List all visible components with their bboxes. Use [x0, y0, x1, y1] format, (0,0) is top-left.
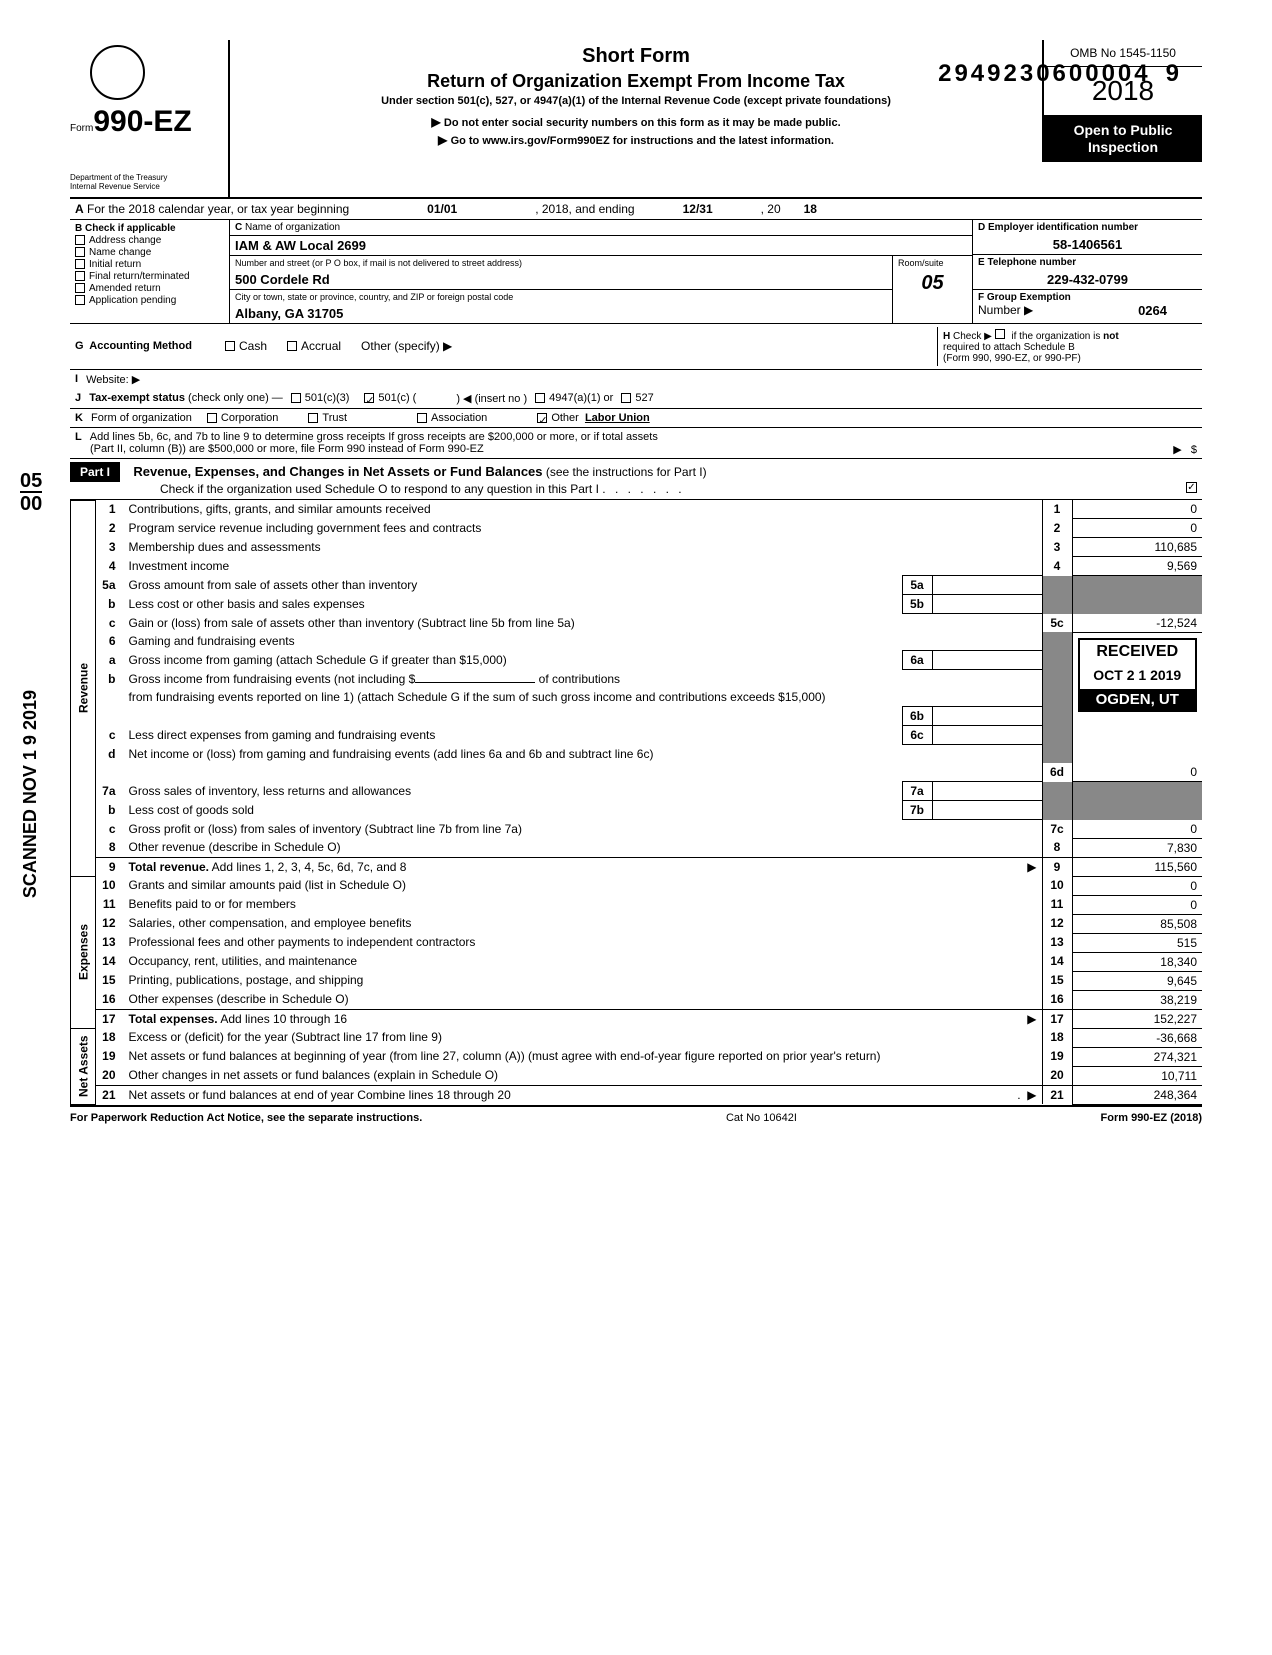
room-suite: 05	[893, 270, 972, 297]
line-a: A For the 2018 calendar year, or tax yea…	[70, 199, 1202, 220]
line8-amt: 7,830	[1072, 838, 1202, 857]
netassets-label: Net Assets	[71, 1028, 96, 1104]
line20-amt: 10,711	[1072, 1066, 1202, 1085]
line3-amt: 110,685	[1072, 538, 1202, 557]
city-address: Albany, GA 31705	[230, 304, 892, 323]
footer: For Paperwork Reduction Act Notice, see …	[70, 1105, 1202, 1124]
initials-circle	[90, 45, 145, 100]
short-form-title: Short Form	[240, 45, 1032, 68]
line4-amt: 9,569	[1072, 557, 1202, 576]
line2-amt: 0	[1072, 519, 1202, 538]
tax-exempt-row: J Tax-exempt status (check only one) — 5…	[70, 389, 1202, 409]
group-exemption: 0264	[1033, 303, 1197, 318]
line9-amt: 115,560	[1072, 857, 1202, 876]
line15-amt: 9,645	[1072, 971, 1202, 990]
org-name: IAM & AW Local 2699	[230, 236, 972, 256]
main-table: Revenue 1 Contributions, gifts, grants, …	[70, 500, 1202, 1105]
return-title: Return of Organization Exempt From Incom…	[240, 71, 1032, 92]
info-grid: B Check if applicable Address change Nam…	[70, 220, 1202, 324]
scanned-stamp: SCANNED NOV 1 9 2019	[20, 690, 41, 898]
street-address: 500 Cordele Rd	[230, 270, 892, 290]
line17-amt: 152,227	[1072, 1009, 1202, 1028]
form-number: Form990-EZ	[70, 105, 218, 139]
ein: 58-1406561	[973, 235, 1202, 254]
subtitle: Under section 501(c), 527, or 4947(a)(1)…	[240, 95, 1032, 107]
part1-header: Part I Revenue, Expenses, and Changes in…	[70, 458, 1202, 500]
accounting-method-row: G Accounting Method Cash Accrual Other (…	[70, 324, 1202, 370]
revenue-label: Revenue	[71, 500, 96, 876]
side-fraction: 0500	[20, 470, 42, 516]
received-stamp: RECEIVED OCT 2 1 2019 OGDEN, UT	[1078, 638, 1198, 712]
line-l: L Add lines 5b, 6c, and 7b to line 9 to …	[70, 428, 1202, 458]
line14-amt: 18,340	[1072, 952, 1202, 971]
line13-amt: 515	[1072, 933, 1202, 952]
instr-ssn: ▶ Do not enter social security numbers o…	[240, 115, 1032, 129]
line1-amt: 0	[1072, 500, 1202, 519]
line21-amt: 248,364	[1072, 1085, 1202, 1104]
telephone: 229-432-0799	[973, 270, 1202, 289]
dept-treasury: Department of the Treasury Internal Reve…	[70, 174, 218, 192]
line18-amt: -36,668	[1072, 1028, 1202, 1047]
website-row: I Website: ▶	[70, 370, 1202, 389]
form-org-row: K Form of organization Corporation Trust…	[70, 409, 1202, 428]
dln: 29492306000049	[938, 60, 1182, 88]
line6d-amt: 0	[1072, 763, 1202, 782]
instr-web: ▶ Go to www.irs.gov/Form990EZ for instru…	[240, 133, 1032, 147]
line12-amt: 85,508	[1072, 914, 1202, 933]
line5c-amt: -12,524	[1072, 614, 1202, 633]
line19-amt: 274,321	[1072, 1047, 1202, 1066]
open-public-badge: Open to Public Inspection	[1044, 116, 1202, 162]
line16-amt: 38,219	[1072, 990, 1202, 1009]
line10-amt: 0	[1072, 876, 1202, 895]
line11-amt: 0	[1072, 895, 1202, 914]
expenses-label: Expenses	[71, 876, 96, 1028]
line7c-amt: 0	[1072, 820, 1202, 839]
